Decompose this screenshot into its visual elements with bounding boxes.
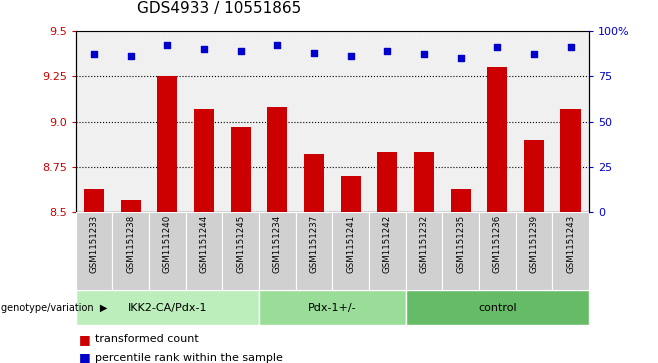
Text: percentile rank within the sample: percentile rank within the sample: [95, 352, 284, 363]
Bar: [149, 212, 186, 290]
Text: Pdx-1+/-: Pdx-1+/-: [308, 303, 357, 313]
Bar: [194, 109, 214, 212]
Point: [236, 48, 246, 54]
Text: GDS4933 / 10551865: GDS4933 / 10551865: [138, 1, 301, 16]
Bar: [84, 189, 104, 212]
Bar: [487, 67, 507, 212]
Text: GSM1151244: GSM1151244: [199, 215, 209, 273]
Bar: [451, 189, 470, 212]
Point: [418, 52, 429, 57]
Bar: [524, 140, 544, 212]
Point: [309, 50, 319, 56]
Bar: [259, 290, 405, 325]
Point: [455, 55, 466, 61]
Point: [272, 42, 282, 48]
Point: [492, 44, 503, 50]
Text: GSM1151242: GSM1151242: [383, 215, 392, 273]
Point: [126, 53, 136, 59]
Bar: [120, 200, 141, 212]
Text: GSM1151237: GSM1151237: [309, 215, 318, 273]
Text: GSM1151243: GSM1151243: [566, 215, 575, 273]
Point: [382, 48, 393, 54]
Text: GSM1151236: GSM1151236: [493, 215, 502, 273]
Text: GSM1151234: GSM1151234: [273, 215, 282, 273]
Text: ■: ■: [79, 333, 91, 346]
Text: GSM1151245: GSM1151245: [236, 215, 245, 273]
Bar: [186, 212, 222, 290]
Text: IKK2-CA/Pdx-1: IKK2-CA/Pdx-1: [128, 303, 207, 313]
Text: GSM1151240: GSM1151240: [163, 215, 172, 273]
Text: GSM1151239: GSM1151239: [530, 215, 538, 273]
Bar: [113, 212, 149, 290]
Bar: [76, 290, 259, 325]
Bar: [405, 290, 589, 325]
Bar: [157, 76, 178, 212]
Bar: [442, 212, 479, 290]
Text: genotype/variation  ▶: genotype/variation ▶: [1, 303, 108, 313]
Point: [528, 52, 539, 57]
Point: [89, 52, 99, 57]
Bar: [76, 212, 113, 290]
Bar: [295, 212, 332, 290]
Text: GSM1151238: GSM1151238: [126, 215, 135, 273]
Bar: [414, 152, 434, 212]
Bar: [516, 212, 552, 290]
Text: GSM1151233: GSM1151233: [89, 215, 99, 273]
Bar: [377, 152, 397, 212]
Bar: [341, 176, 361, 212]
Text: control: control: [478, 303, 517, 313]
Text: GSM1151241: GSM1151241: [346, 215, 355, 273]
Text: transformed count: transformed count: [95, 334, 199, 344]
Bar: [267, 107, 288, 212]
Bar: [259, 212, 295, 290]
Text: GSM1151235: GSM1151235: [456, 215, 465, 273]
Bar: [369, 212, 405, 290]
Point: [565, 44, 576, 50]
Bar: [561, 109, 580, 212]
Bar: [332, 212, 369, 290]
Text: GSM1151232: GSM1151232: [419, 215, 428, 273]
Bar: [405, 212, 442, 290]
Bar: [222, 212, 259, 290]
Bar: [479, 212, 516, 290]
Bar: [552, 212, 589, 290]
Point: [162, 42, 172, 48]
Text: ■: ■: [79, 351, 91, 363]
Bar: [230, 127, 251, 212]
Bar: [304, 154, 324, 212]
Point: [345, 53, 356, 59]
Point: [199, 46, 209, 52]
